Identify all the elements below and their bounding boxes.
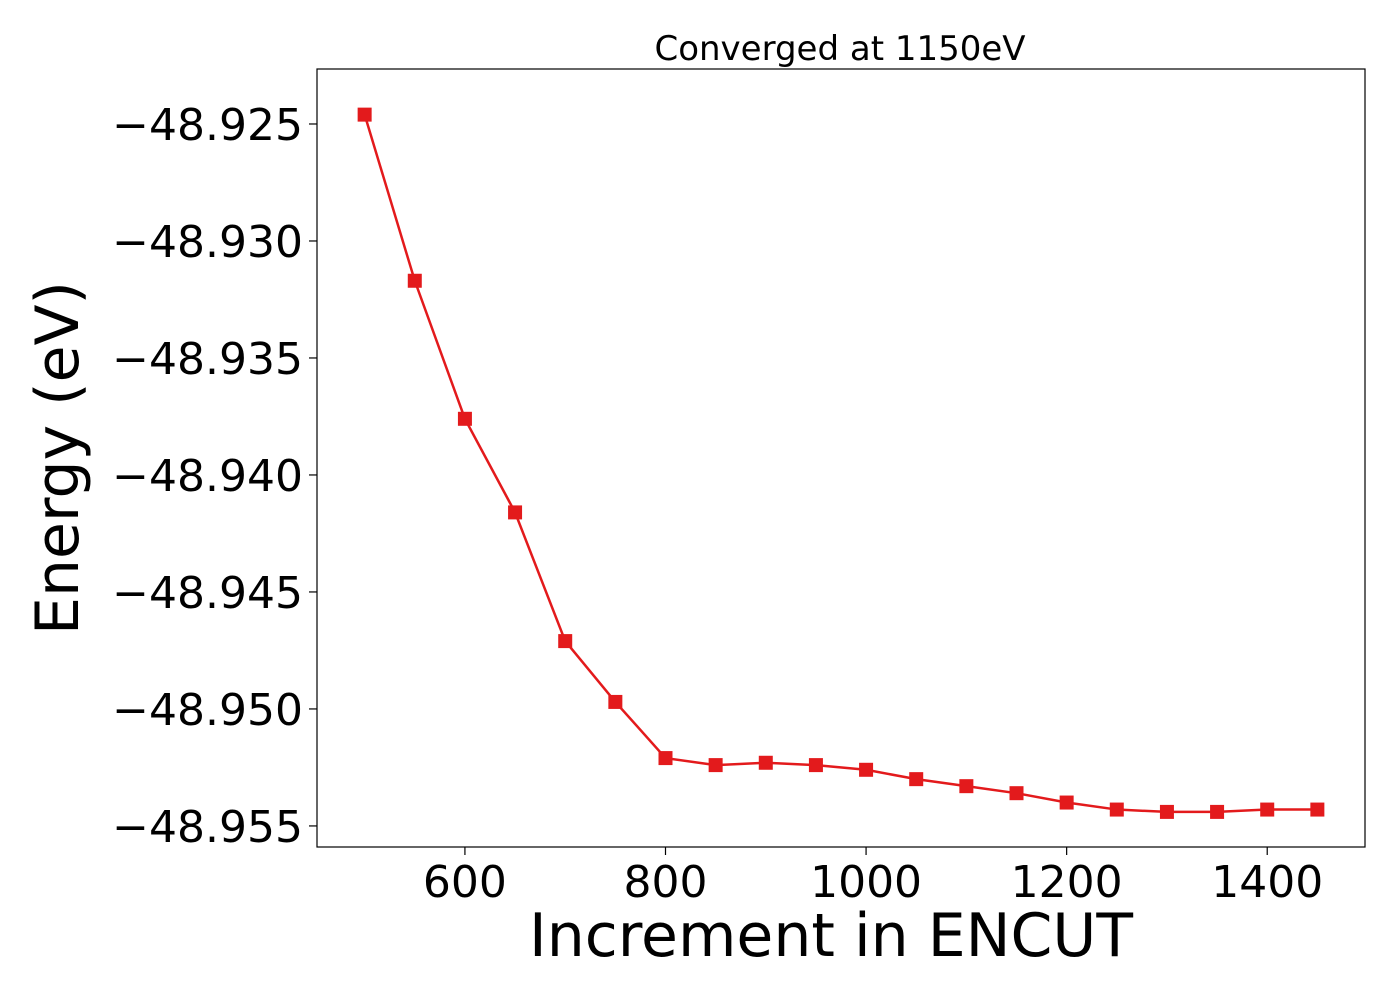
chart-title: Converged at 1150eV	[654, 29, 1025, 69]
y-tick-label: −48.925	[112, 100, 303, 151]
x-tick-label: 600	[423, 857, 507, 908]
data-point	[658, 751, 673, 766]
data-point	[457, 411, 472, 426]
plot-area	[316, 68, 1366, 848]
data-point	[859, 762, 874, 777]
x-tick-label: 1400	[1211, 857, 1323, 908]
y-tick-label: −48.930	[112, 217, 303, 268]
data-point	[708, 758, 723, 773]
data-point	[1159, 804, 1174, 819]
data-point	[407, 273, 422, 288]
data-point	[1210, 804, 1225, 819]
data-point	[959, 779, 974, 794]
x-tick-label: 1000	[810, 857, 922, 908]
x-tick-label: 1200	[1011, 857, 1123, 908]
data-point	[1260, 802, 1275, 817]
y-axis: −48.925 −48.930 −48.935 −48.940 −48.945 −48.9…	[112, 100, 317, 853]
plot-frame	[316, 68, 1366, 848]
data-point	[909, 772, 924, 787]
data-point	[357, 107, 372, 122]
data-point	[1310, 802, 1325, 817]
data-point	[1059, 795, 1074, 810]
x-axis: 600 800 1000 1200 1400	[423, 847, 1323, 908]
data-point	[1109, 802, 1124, 817]
data-point	[508, 505, 523, 520]
data-point	[558, 634, 573, 649]
x-tick-label: 800	[624, 857, 708, 908]
y-tick-label: −48.935	[112, 334, 303, 385]
data-point	[608, 694, 623, 709]
data-point	[1009, 786, 1024, 801]
y-tick-label: −48.945	[112, 568, 303, 619]
x-axis-title: Increment in ENCUT	[529, 901, 1133, 971]
y-tick-label: −48.955	[112, 802, 303, 853]
data-point	[758, 755, 773, 770]
y-axis-title: Energy (eV)	[23, 281, 93, 635]
y-tick-label: −48.950	[112, 685, 303, 736]
y-tick-label: −48.940	[112, 451, 303, 502]
series-line	[363, 114, 1318, 814]
data-point	[808, 758, 823, 773]
